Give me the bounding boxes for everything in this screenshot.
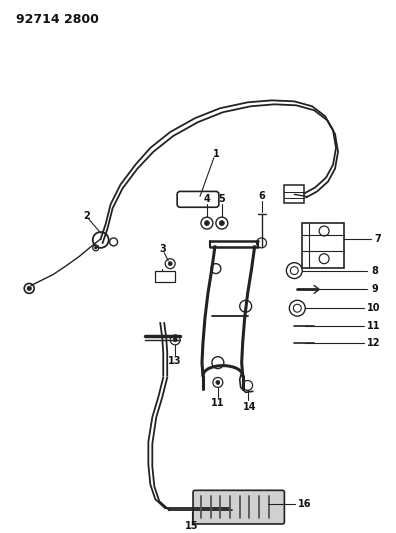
FancyBboxPatch shape	[193, 490, 284, 524]
Text: 6: 6	[258, 191, 265, 201]
Text: 1: 1	[213, 149, 219, 159]
Text: 13: 13	[168, 356, 182, 366]
Text: 2: 2	[84, 211, 90, 221]
Text: 16: 16	[297, 499, 311, 509]
Text: 7: 7	[374, 234, 381, 244]
Text: 92714 2800: 92714 2800	[16, 13, 99, 26]
FancyBboxPatch shape	[177, 191, 219, 207]
Text: 12: 12	[367, 338, 381, 348]
Text: 10: 10	[367, 303, 381, 313]
Text: 9: 9	[371, 285, 378, 294]
Circle shape	[204, 221, 209, 225]
Text: 3: 3	[159, 244, 166, 254]
Text: 14: 14	[243, 402, 256, 412]
Circle shape	[216, 381, 220, 384]
Text: 15: 15	[185, 521, 199, 531]
Text: 11: 11	[211, 398, 225, 408]
Text: 11: 11	[367, 321, 381, 331]
Bar	[155, 271, 175, 282]
Bar	[284, 185, 304, 203]
Bar	[302, 223, 344, 268]
Circle shape	[168, 262, 172, 265]
Circle shape	[219, 221, 224, 225]
Text: 5: 5	[219, 195, 225, 204]
Circle shape	[173, 338, 177, 342]
Circle shape	[95, 247, 97, 249]
Text: 4: 4	[204, 195, 210, 204]
Text: 8: 8	[371, 265, 378, 276]
Circle shape	[27, 286, 31, 290]
